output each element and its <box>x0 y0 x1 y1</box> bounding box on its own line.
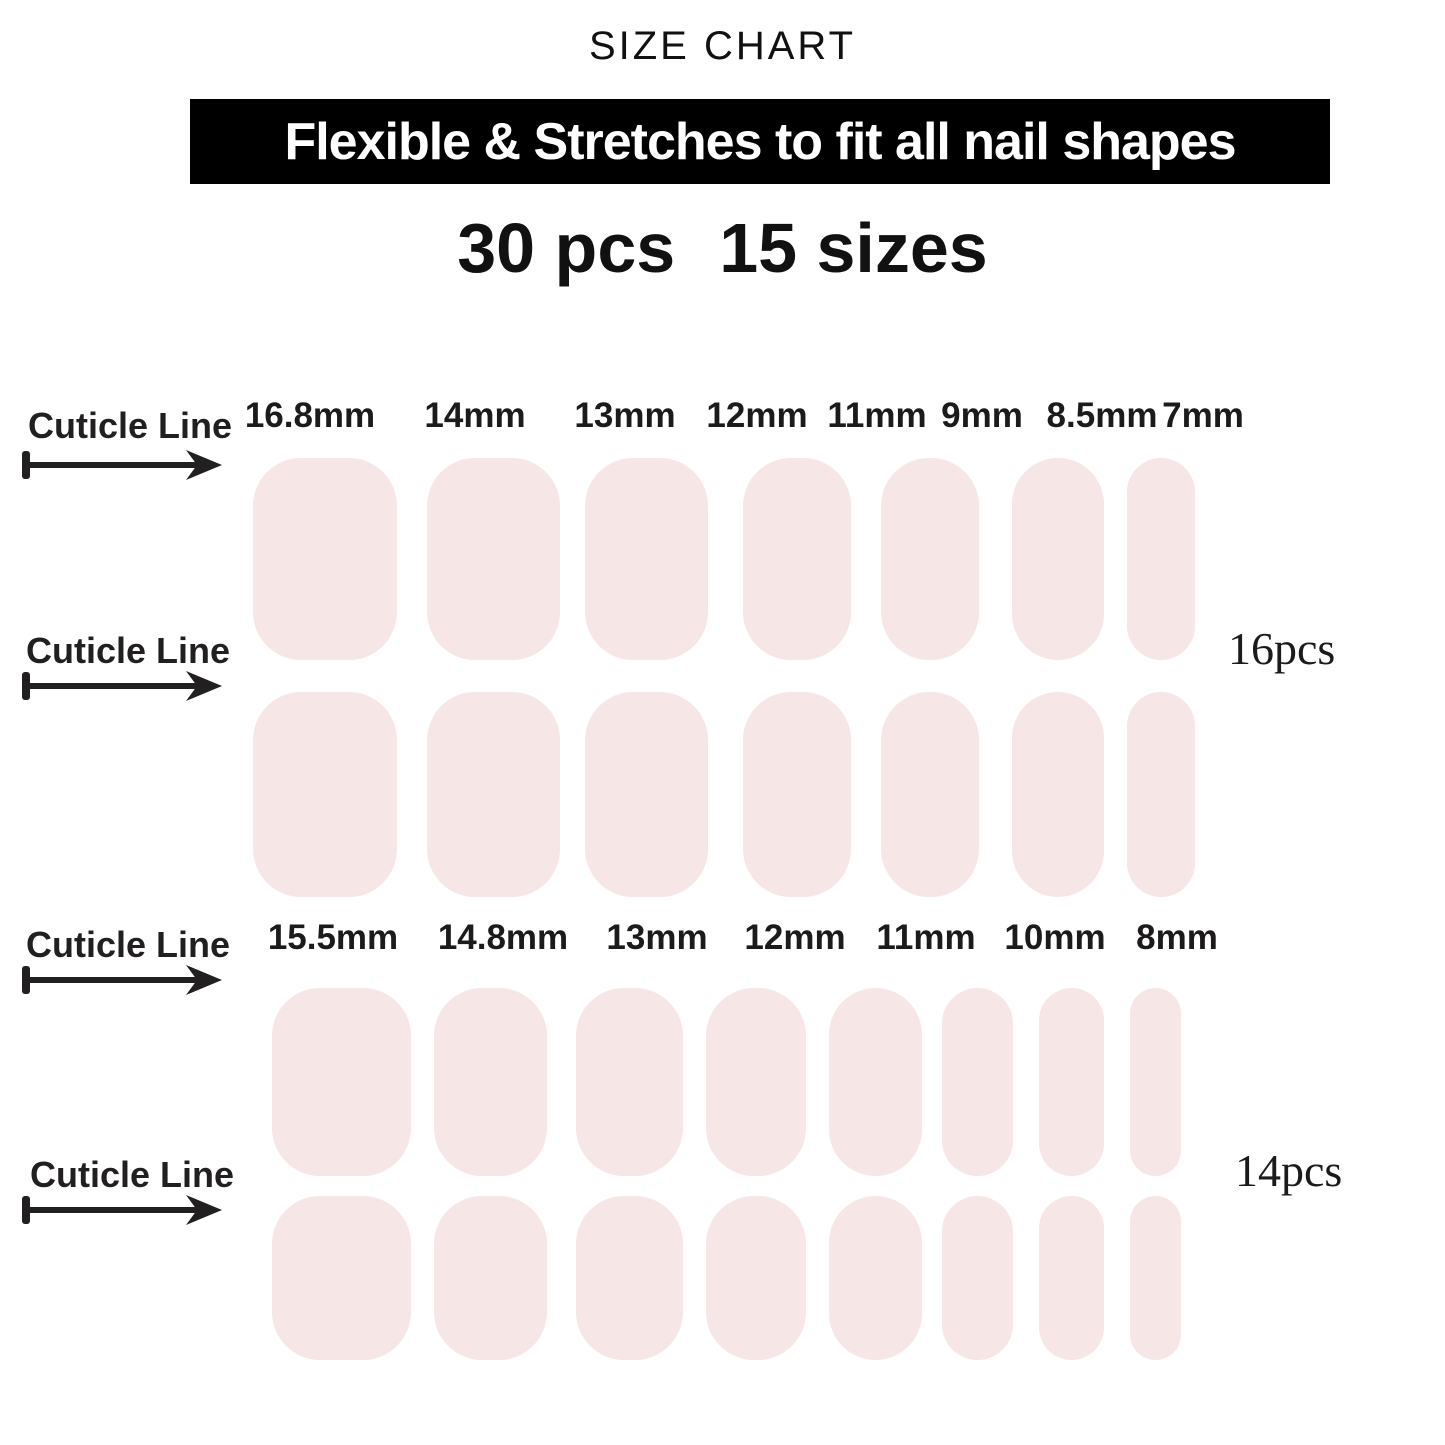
size-label: 14.8mm <box>437 918 569 957</box>
nail-shape <box>881 692 979 897</box>
nail-shape <box>829 988 922 1176</box>
size-label: 16.8mm <box>244 396 376 435</box>
size-label: 15.5mm <box>267 918 399 957</box>
nail-shape <box>1039 1196 1104 1360</box>
size-label: 12mm <box>706 396 808 435</box>
nail-shape <box>1012 458 1104 660</box>
cuticle-line-label: Cuticle Line <box>28 405 233 446</box>
nail-shape <box>942 988 1013 1176</box>
cuticle-line-label: Cuticle Line <box>30 1154 235 1195</box>
size-label: 13mm <box>606 918 708 957</box>
nail-shape <box>427 458 560 660</box>
nail-shape <box>253 458 397 660</box>
pieces-count: 30 pcs <box>457 209 676 287</box>
cuticle-line-label: Cuticle Line <box>26 630 231 671</box>
cuticle-arrow-icon <box>16 446 226 484</box>
size-label: 12mm <box>744 918 846 957</box>
nail-shape <box>434 988 547 1176</box>
nail-shape <box>743 692 851 897</box>
pcs-count: 16pcs <box>1228 623 1336 674</box>
nail-shape <box>942 1196 1013 1360</box>
subtitle: 30 pcs 15 sizes <box>0 208 1445 288</box>
nail-shape <box>434 1196 547 1360</box>
size-label: 14mm <box>424 396 526 435</box>
nail-shape <box>585 692 708 897</box>
nail-shape <box>881 458 979 660</box>
nail-shape <box>576 988 683 1176</box>
cuticle-arrow-icon <box>16 1191 226 1229</box>
nail-shape <box>427 692 560 897</box>
nail-shape <box>829 1196 922 1360</box>
size-label: 10mm <box>1004 918 1106 957</box>
nail-shape <box>1130 1196 1181 1360</box>
nail-shape <box>272 1196 411 1360</box>
size-label: 9mm <box>941 396 1023 435</box>
nail-shape <box>1039 988 1104 1176</box>
nail-shape <box>743 458 851 660</box>
size-label: 8mm <box>1136 918 1218 957</box>
banner: Flexible & Stretches to fit all nail sha… <box>190 99 1330 184</box>
nail-shape <box>253 692 397 897</box>
nail-shape <box>1130 988 1181 1176</box>
nail-shape <box>706 1196 806 1360</box>
size-label: 13mm <box>574 396 676 435</box>
size-label: 11mm <box>876 918 976 957</box>
page-title: SIZE CHART <box>588 24 857 68</box>
nail-shape <box>706 988 806 1176</box>
nail-shape <box>585 458 708 660</box>
nail-shape <box>1127 692 1195 897</box>
cuticle-arrow-icon <box>16 667 226 705</box>
size-label: 7mm <box>1162 396 1244 435</box>
sizes-count: 15 sizes <box>719 209 988 287</box>
size-label: 11mm <box>827 396 927 435</box>
nail-shape <box>576 1196 683 1360</box>
banner-text: Flexible & Stretches to fit all nail sha… <box>284 112 1236 171</box>
nail-shape <box>1127 458 1195 660</box>
nail-shape <box>1012 692 1104 897</box>
pcs-count: 14pcs <box>1235 1145 1343 1196</box>
cuticle-arrow-icon <box>16 961 226 999</box>
size-label: 8.5mm <box>1046 396 1158 435</box>
cuticle-line-label: Cuticle Line <box>26 924 231 965</box>
nail-shape <box>272 988 411 1176</box>
